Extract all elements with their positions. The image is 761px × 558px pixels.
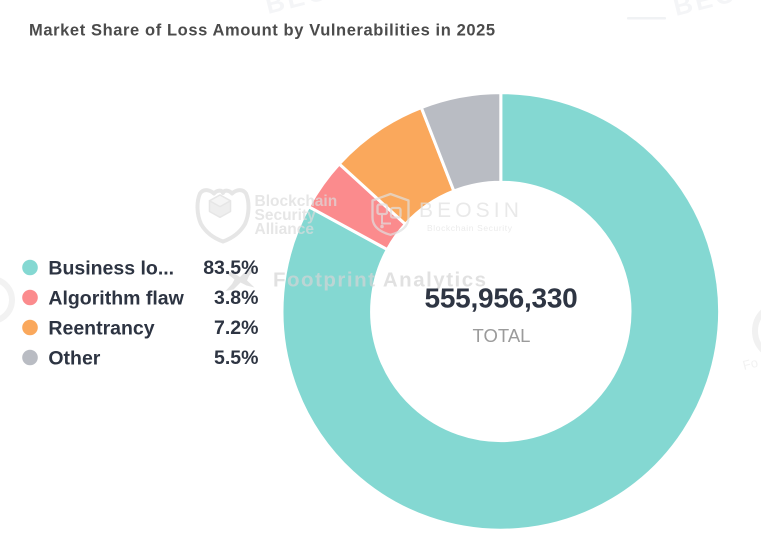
svg-text:7.2%: 7.2% [214, 317, 258, 339]
svg-text:Footprint Analytics: Footprint Analytics [273, 269, 488, 292]
svg-text:TOTAL: TOTAL [473, 325, 531, 346]
svg-text:Other: Other [48, 348, 100, 370]
svg-text:Market Share of Loss Amount by: Market Share of Loss Amount by Vulnerabi… [29, 22, 496, 40]
svg-text:Fo: Fo [741, 355, 759, 373]
svg-text:BEO: BEO [262, 0, 333, 20]
svg-text:555,956,330: 555,956,330 [425, 283, 578, 314]
svg-text:Alliance: Alliance [255, 221, 315, 238]
svg-text:Blockchain: Blockchain [255, 193, 338, 210]
svg-text:5.5%: 5.5% [214, 347, 258, 369]
svg-text:Blockchain Security: Blockchain Security [427, 223, 513, 233]
svg-text:Reentrancy: Reentrancy [48, 318, 154, 340]
svg-text:Security: Security [255, 207, 317, 224]
svg-text:3.8%: 3.8% [214, 287, 258, 309]
svg-text:Business lo...: Business lo... [48, 258, 174, 280]
svg-text:Algorithm flaw: Algorithm flaw [48, 288, 184, 310]
svg-text:BEO: BEO [670, 0, 741, 22]
svg-text:83.5%: 83.5% [203, 257, 258, 279]
svg-text:BEOSIN: BEOSIN [419, 199, 523, 222]
